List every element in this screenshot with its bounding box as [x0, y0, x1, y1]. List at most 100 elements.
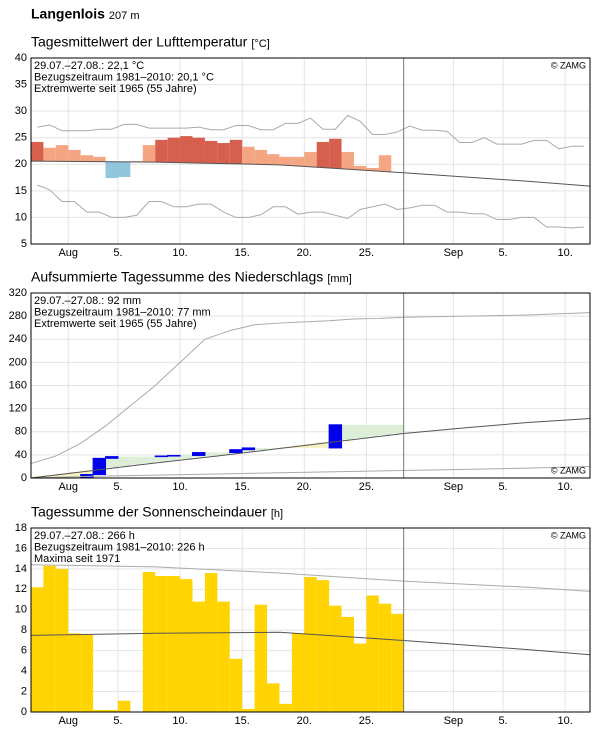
y-tick-label: 80: [15, 426, 27, 438]
source-label: © ZAMG: [551, 530, 586, 540]
bar: [366, 168, 379, 171]
bar: [180, 579, 193, 712]
y-tick-label: 16: [15, 542, 27, 554]
deviation-fill: [391, 424, 404, 434]
reference-line: [30, 160, 591, 187]
bar: [316, 141, 330, 168]
chart-unit: [°C]: [251, 38, 269, 50]
annotation: Extremwerte seit 1965 (55 Jahre): [34, 318, 197, 330]
bar: [180, 136, 193, 163]
x-tick-label: 5.: [113, 715, 122, 727]
deviation-fill: [217, 452, 230, 455]
extreme-line: [30, 465, 591, 479]
bar: [105, 161, 118, 179]
bar: [117, 161, 131, 178]
bar: [304, 152, 317, 167]
bar: [366, 595, 379, 712]
deviation-fill: [316, 442, 330, 448]
x-tick-label: 15.: [235, 715, 250, 727]
x-tick-label: 20.: [297, 481, 312, 493]
bar: [43, 565, 56, 712]
y-tick-label: 240: [9, 333, 27, 345]
y-tick-label: 10: [15, 604, 27, 616]
x-tick-label: 25.: [359, 481, 374, 493]
y-tick-label: 200: [9, 356, 27, 368]
bar: [155, 139, 168, 163]
x-tick-label: 5.: [498, 481, 507, 493]
precipitation-step: [105, 456, 119, 459]
extreme-line: [37, 184, 584, 229]
bar: [254, 149, 268, 165]
x-tick-label: Aug: [58, 481, 78, 493]
bar: [142, 145, 156, 163]
bar: [93, 156, 106, 162]
y-tick-label: 35: [15, 78, 27, 90]
bar: [304, 577, 317, 712]
x-tick-label: Aug: [58, 247, 78, 259]
bar: [31, 587, 44, 712]
bar: [55, 145, 69, 162]
x-tick-label: 10.: [558, 247, 573, 259]
bar: [43, 147, 56, 162]
x-tick-label: Sep: [444, 715, 464, 727]
y-tick-label: 0: [21, 706, 27, 718]
chart-title: Tagesmittelwert der Lufttemperatur: [31, 34, 248, 50]
y-tick-label: 40: [15, 52, 27, 64]
x-tick-label: 10.: [172, 715, 187, 727]
y-tick-label: 4: [21, 665, 27, 677]
station-name: Langenlois: [31, 6, 105, 22]
deviation-fill: [117, 456, 131, 466]
bar: [329, 605, 342, 712]
y-tick-label: 8: [21, 624, 27, 636]
plot-frame: [30, 527, 591, 713]
deviation-fill: [254, 447, 268, 451]
y-tick-label: 160: [9, 379, 27, 391]
x-tick-label: 20.: [297, 715, 312, 727]
precipitation-step: [241, 447, 256, 451]
bar: [329, 138, 342, 169]
bar: [55, 568, 69, 712]
y-tick-label: 320: [9, 287, 27, 299]
bar: [167, 137, 181, 163]
deviation-fill: [341, 424, 354, 440]
x-tick-label: 20.: [297, 247, 312, 259]
x-tick-label: 5.: [113, 247, 122, 259]
precipitation-step: [328, 424, 343, 449]
bar: [155, 576, 168, 712]
bar: [167, 576, 181, 712]
bar: [341, 616, 354, 712]
x-tick-label: 25.: [359, 247, 374, 259]
annotation: 29.07.–27.08.: 92 mm: [34, 295, 141, 307]
deviation-fill: [204, 452, 218, 457]
chart-unit: [h]: [271, 508, 283, 520]
bar: [192, 601, 205, 712]
annotation: 29.07.–27.08.: 22,1 °C: [34, 60, 144, 72]
y-tick-label: 10: [15, 211, 27, 223]
y-tick-label: 12: [15, 583, 27, 595]
station-elevation: 207 m: [109, 10, 140, 22]
x-tick-label: Sep: [444, 481, 464, 493]
bar: [316, 580, 330, 712]
x-tick-label: 5.: [113, 481, 122, 493]
x-tick-label: 5.: [498, 247, 507, 259]
deviation-fill: [130, 456, 143, 465]
bar: [267, 154, 280, 165]
y-tick-label: 120: [9, 403, 27, 415]
precipitation-step: [92, 457, 107, 476]
bar: [204, 140, 218, 164]
y-tick-label: 0: [21, 472, 27, 484]
deviation-fill: [267, 447, 280, 449]
annotation: Extremwerte seit 1965 (55 Jahre): [34, 83, 197, 95]
deviation-fill: [105, 456, 118, 468]
bar: [353, 165, 367, 170]
bar: [291, 633, 305, 712]
bar: [391, 613, 404, 712]
y-tick-label: 280: [9, 310, 27, 322]
precipitation-step: [229, 449, 243, 454]
y-tick-label: 6: [21, 645, 27, 657]
chart-unit: [mm]: [327, 273, 351, 285]
y-tick-label: 30: [15, 105, 27, 117]
source-label: © ZAMG: [551, 60, 586, 70]
deviation-fill: [43, 474, 56, 478]
